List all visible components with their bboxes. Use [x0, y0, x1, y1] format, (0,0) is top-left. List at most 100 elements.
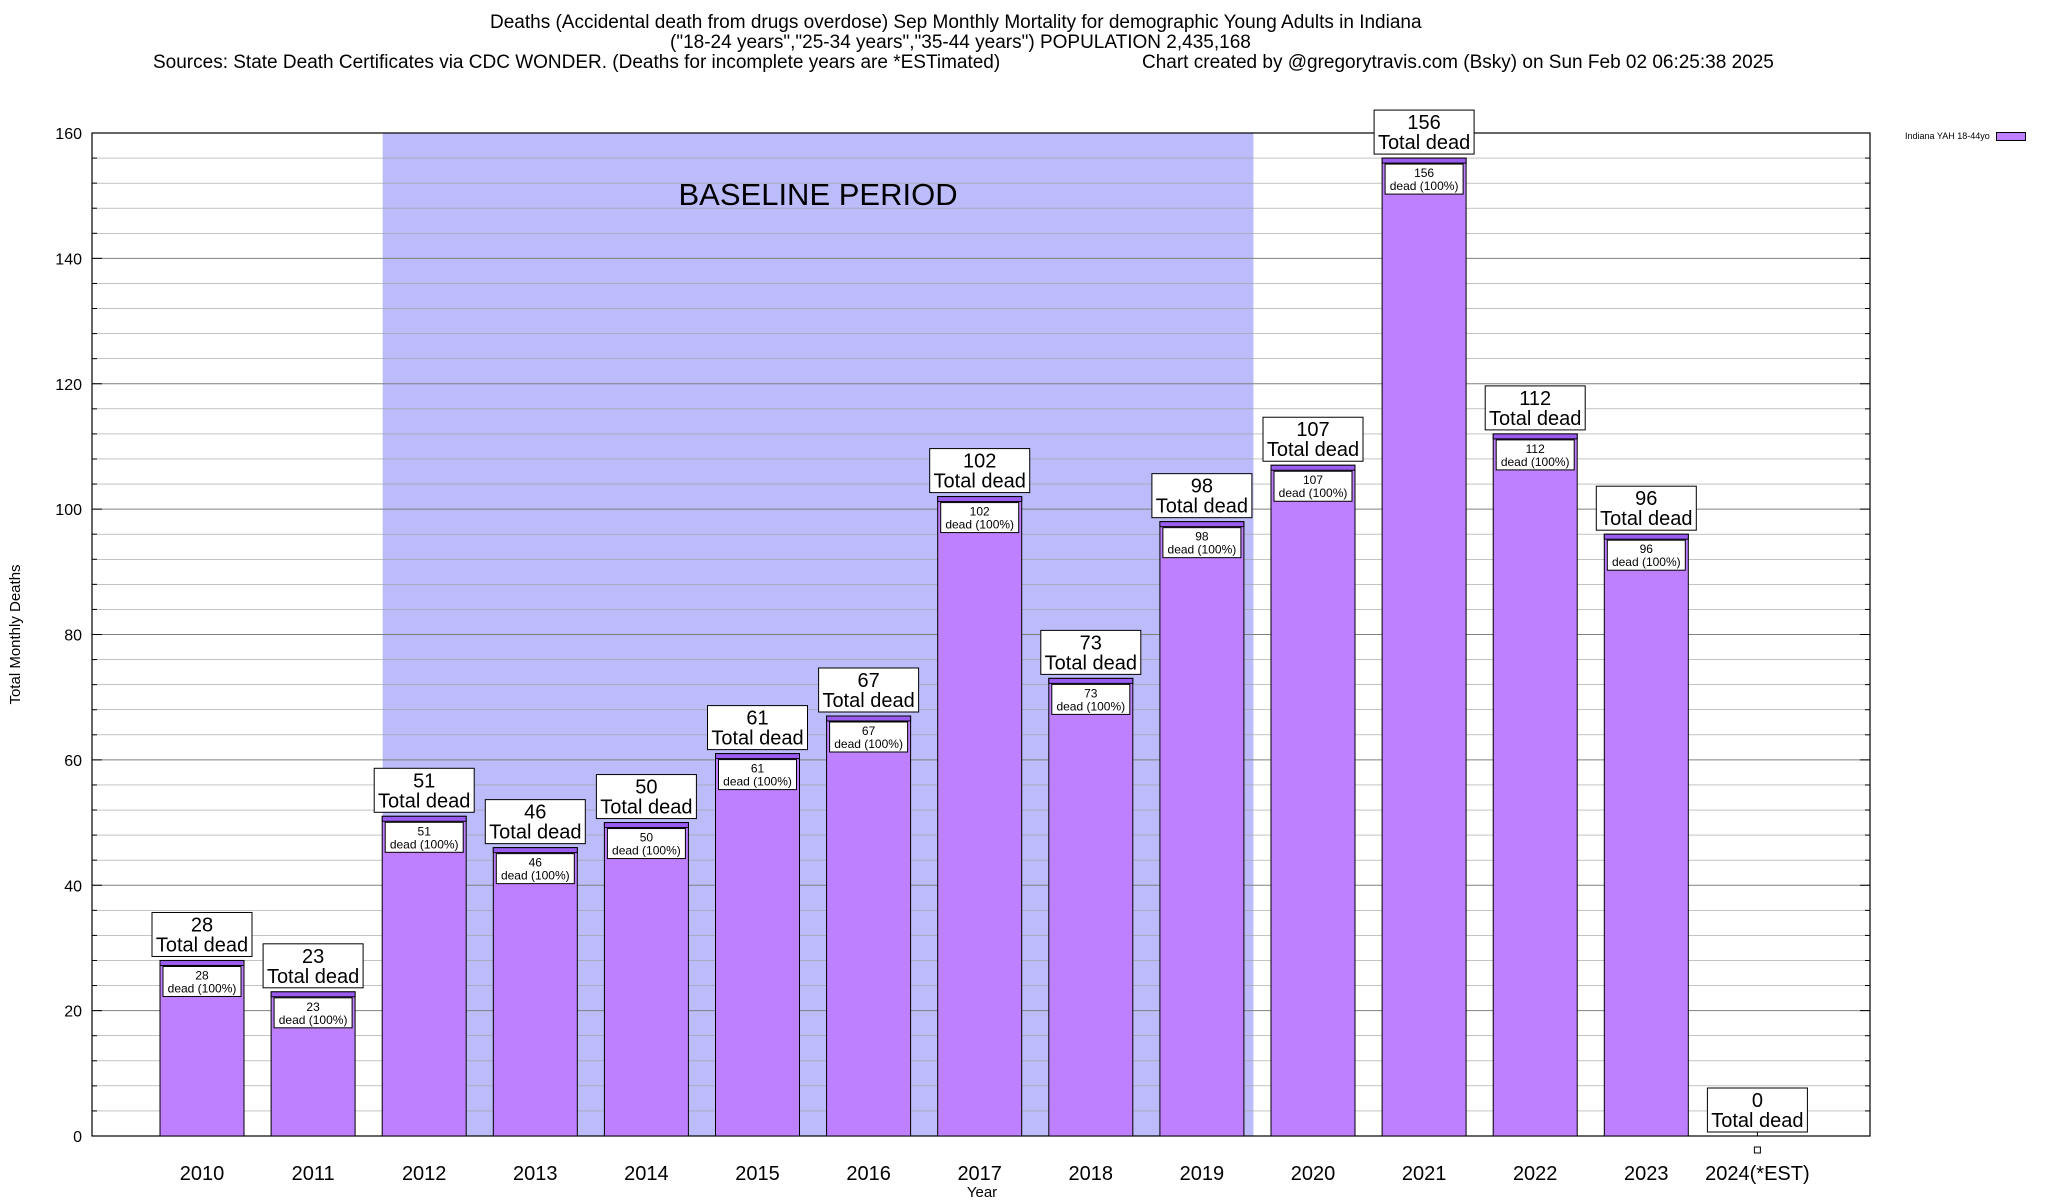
bar	[1270, 464, 1356, 1137]
x-tick-label: 2022	[1513, 1163, 1558, 1185]
x-axis-label: Year	[967, 1184, 997, 1200]
inner-value-label: 112	[1526, 442, 1545, 456]
total-dead-label: Total dead	[934, 471, 1026, 493]
bar	[492, 847, 578, 1137]
total-value-label: 51	[413, 770, 435, 792]
total-dead-label: Total dead	[1267, 439, 1359, 461]
x-tick-label: 2023	[1624, 1163, 1669, 1185]
inner-label-box	[1162, 527, 1242, 559]
bar	[826, 715, 912, 1137]
total-label-box	[262, 943, 364, 989]
legend-swatch	[1995, 131, 2026, 141]
bar	[937, 496, 1023, 1137]
inner-label-box	[829, 721, 909, 753]
bar	[1048, 677, 1134, 1137]
x-tick-label: 2018	[1069, 1163, 1114, 1185]
x-tick-label: 2012	[402, 1163, 447, 1185]
x-tick-label: 2015	[735, 1163, 780, 1185]
inner-value-label: 46	[529, 856, 543, 870]
total-dead-label: Total dead	[1489, 408, 1581, 430]
baseline-label: BASELINE PERIOD	[679, 177, 958, 212]
total-label-box	[707, 705, 808, 751]
x-tick-label: 2013	[513, 1163, 558, 1185]
x-tick-label: 2019	[1180, 1163, 1225, 1185]
y-tick-label: 140	[55, 251, 82, 268]
x-tick-label: 2011	[292, 1163, 335, 1185]
total-value-label: 67	[857, 670, 879, 692]
x-tick-label: 2016	[846, 1163, 891, 1185]
inner-label-box	[1384, 163, 1464, 195]
total-label-box	[1706, 1087, 1808, 1133]
inner-pct-label: dead (100%)	[612, 844, 681, 858]
y-tick-label: 0	[73, 1129, 82, 1146]
chart-subtitle: ("18-24 years","25-34 years","35-44 year…	[670, 32, 1251, 53]
inner-label-box	[495, 853, 575, 885]
inner-pct-label: dead (100%)	[390, 837, 459, 851]
inner-value-label: 67	[862, 724, 876, 738]
x-tick-label: 2010	[180, 1163, 225, 1185]
inner-pct-label: dead (100%)	[1501, 455, 1570, 469]
inner-label-box	[384, 821, 464, 853]
bar-top-segment	[270, 991, 356, 998]
total-label-box	[929, 448, 1031, 494]
total-dead-label: Total dead	[1600, 508, 1692, 530]
y-axis-label: Total Monthly Deaths	[7, 564, 24, 704]
legend: Indiana YAH 18-44yo	[1905, 131, 2026, 141]
total-value-label: 23	[302, 946, 324, 968]
bar	[1603, 533, 1689, 1137]
x-tick-label: 2017	[957, 1163, 1002, 1185]
total-dead-label: Total dead	[267, 966, 359, 988]
inner-value-label: 50	[640, 831, 654, 845]
bar-top-segment	[381, 815, 467, 822]
inner-label-box	[1051, 683, 1131, 715]
inner-pct-label: dead (100%)	[1056, 699, 1125, 713]
bar	[715, 753, 800, 1137]
inner-label-box	[940, 502, 1020, 534]
chart-title: Deaths (Accidental death from drugs over…	[490, 12, 1422, 33]
y-tick-label: 160	[55, 126, 82, 143]
bar-top-segment	[603, 822, 689, 829]
inner-value-label: 23	[306, 1000, 320, 1014]
inner-pct-label: dead (100%)	[279, 1013, 348, 1027]
inner-pct-label: dead (100%)	[1279, 486, 1348, 500]
total-dead-label: Total dead	[711, 728, 803, 750]
inner-label-box	[718, 759, 797, 791]
inner-pct-label: dead (100%)	[1612, 555, 1681, 569]
chart-sources: Sources: State Death Certificates via CD…	[153, 52, 1001, 73]
inner-pct-label: dead (100%)	[723, 775, 792, 789]
total-dead-label: Total dead	[600, 797, 692, 819]
y-tick-label: 120	[55, 377, 82, 394]
inner-pct-label: dead (100%)	[834, 737, 903, 751]
inner-value-label: 96	[1640, 542, 1654, 556]
total-value-label: 61	[746, 708, 768, 730]
total-dead-label: Total dead	[1156, 496, 1248, 518]
inner-value-label: 28	[195, 968, 209, 982]
total-label-box	[1151, 473, 1253, 519]
total-dead-label: Total dead	[489, 822, 581, 844]
total-value-label: 107	[1296, 419, 1329, 441]
bar	[603, 822, 689, 1137]
total-label-box	[595, 774, 697, 820]
bar-top-segment	[1159, 521, 1245, 528]
bar-top-segment	[1603, 533, 1689, 540]
bar-top-segment	[159, 959, 245, 966]
inner-value-label: 107	[1303, 473, 1323, 487]
total-label-box	[1262, 416, 1364, 462]
inner-value-label: 61	[751, 762, 765, 776]
total-label-box	[1373, 109, 1475, 155]
bar	[1381, 157, 1467, 1137]
total-value-label: 46	[524, 802, 546, 824]
bar	[1159, 521, 1245, 1137]
inner-value-label: 51	[418, 824, 432, 838]
inner-label-box	[606, 828, 686, 860]
bar-top-segment	[1492, 433, 1578, 440]
x-tick-label: 2014	[624, 1163, 669, 1185]
inner-pct-label: dead (100%)	[1168, 543, 1237, 557]
bar-top-segment	[1270, 464, 1356, 471]
total-label-box	[151, 911, 253, 957]
bar-top-segment	[492, 847, 578, 854]
inner-value-label: 98	[1195, 530, 1209, 544]
y-tick-label: 100	[55, 502, 82, 519]
x-tick-label: 2021	[1402, 1163, 1447, 1185]
